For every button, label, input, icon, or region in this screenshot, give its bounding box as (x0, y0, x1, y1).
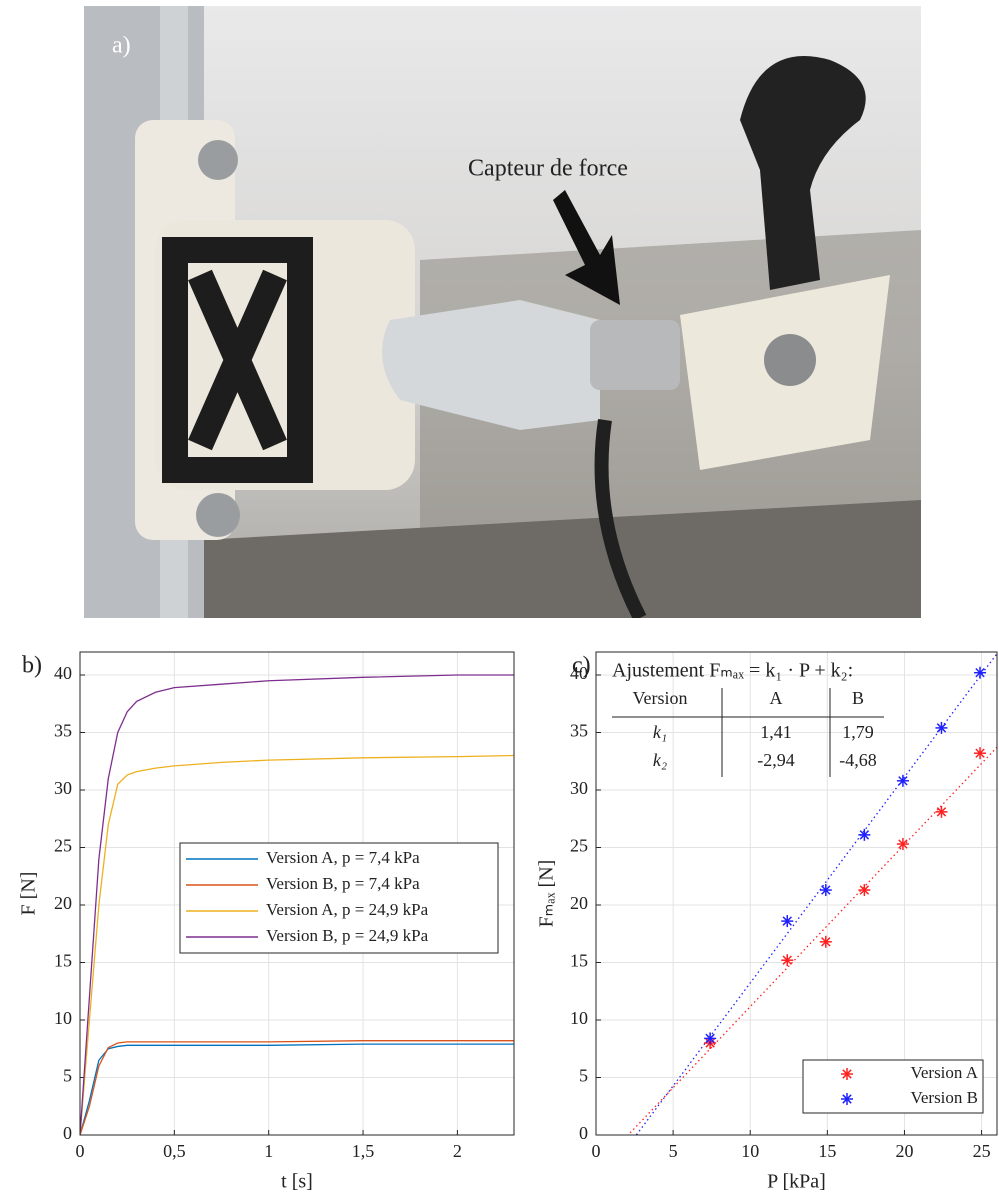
x-tick-label: 25 (973, 1141, 991, 1161)
star-stroke (705, 1033, 715, 1044)
y-tick-label: 20 (54, 893, 72, 913)
table-header: B (852, 688, 864, 708)
panel-label: a) (112, 33, 131, 59)
point (781, 915, 794, 928)
fit-line (635, 653, 997, 1135)
y-tick-label: 30 (54, 778, 72, 798)
point (935, 721, 948, 734)
point (974, 747, 987, 760)
legend-label: Version B, p = 24,9 kPa (266, 926, 429, 945)
series-line (80, 1043, 514, 1135)
legend-box (802, 1059, 984, 1114)
series-line (80, 1040, 514, 1135)
legend-label: Version B (910, 1088, 978, 1107)
axes-frame (79, 651, 515, 1136)
table-cell: 1,79 (842, 722, 874, 742)
y-tick-label: 20 (570, 893, 588, 913)
y-tick-label: 5 (63, 1066, 72, 1086)
y-tick-label: 25 (570, 836, 588, 856)
y-axis-label: Fₘₐₓ [N] (536, 860, 558, 928)
table-cell: -4,68 (839, 750, 877, 770)
y-tick-label: 10 (54, 1008, 72, 1028)
annotation: Capteur de force (468, 156, 628, 182)
point (974, 666, 987, 679)
star-stroke (898, 776, 908, 786)
point (935, 805, 948, 818)
star-stroke (936, 723, 947, 733)
star-stroke (782, 916, 792, 926)
legend-label: Version A, p = 7,4 kPa (266, 848, 420, 867)
star-stroke (842, 1069, 852, 1079)
axes-frame (595, 651, 998, 1136)
y-tick-label: 35 (570, 721, 588, 741)
star-stroke (842, 1094, 852, 1104)
y-tick-label: 30 (570, 778, 588, 798)
legend-box (179, 842, 499, 954)
panel-label: c) (572, 653, 591, 679)
table-header: Version (633, 688, 688, 708)
table-row-label: k₁ (653, 722, 667, 742)
point (858, 884, 871, 897)
legend-label: Version A, p = 24,9 kPa (266, 900, 429, 919)
x-axis-label: t [s] (281, 1171, 313, 1193)
x-tick-label: 0,5 (163, 1141, 186, 1161)
legend: Version A, p = 7,4 kPa Version B, p = 7,4… (179, 842, 499, 954)
star-stroke (782, 955, 792, 965)
table-cell: 1,41 (760, 722, 792, 742)
y-tick-label: 10 (570, 1008, 588, 1028)
series-line (80, 754, 514, 1135)
legend-marker (841, 1093, 853, 1105)
y-tick-label: 15 (570, 951, 588, 971)
star-stroke (898, 839, 908, 849)
y-tick-label: 40 (54, 663, 72, 683)
star-stroke (821, 937, 831, 947)
x-tick-label: 0 (76, 1141, 85, 1161)
point (819, 884, 832, 897)
table-header: A (770, 688, 783, 708)
table-title: Ajustement Fₘₐₓ = k₁ · P + k₂: (612, 660, 853, 682)
x-tick-label: 1 (264, 1141, 273, 1161)
y-tick-label: 15 (54, 951, 72, 971)
point (781, 954, 794, 967)
y-tick-label: 5 (579, 1066, 588, 1086)
y-tick-label: 40 (570, 663, 588, 683)
table-row-label: k₂ (653, 750, 667, 770)
table-cell: -2,94 (757, 750, 795, 770)
x-tick-label: 0 (592, 1141, 601, 1161)
series-line (80, 674, 514, 1135)
point (858, 828, 871, 841)
point (704, 1032, 717, 1045)
x-tick-label: 2 (453, 1141, 462, 1161)
legend-marker (841, 1068, 853, 1080)
y-tick-label: 0 (63, 1123, 72, 1143)
point (819, 935, 832, 948)
star-stroke (821, 885, 831, 895)
star-stroke (975, 748, 985, 758)
y-axis-label: F [N] (18, 872, 40, 916)
y-tick-label: 25 (54, 836, 72, 856)
x-tick-label: 5 (669, 1141, 678, 1161)
x-axis-label: P [kPa] (767, 1171, 826, 1193)
legend-label: Version A (910, 1063, 978, 1082)
star-stroke (859, 830, 870, 840)
x-tick-label: 20 (895, 1141, 913, 1161)
x-tick-label: 10 (741, 1141, 759, 1161)
panel-label: b) (22, 653, 42, 679)
legend-label: Version B, p = 7,4 kPa (266, 874, 420, 893)
star-stroke (936, 807, 947, 817)
y-tick-label: 0 (579, 1123, 588, 1143)
x-tick-label: 1,5 (352, 1141, 375, 1161)
point (896, 838, 909, 851)
star-stroke (975, 667, 985, 678)
photo (84, 6, 921, 618)
y-tick-label: 35 (54, 721, 72, 741)
legend: Version A Version B (802, 1059, 984, 1114)
x-tick-label: 15 (818, 1141, 836, 1161)
star-stroke (859, 885, 870, 895)
point (896, 774, 909, 787)
